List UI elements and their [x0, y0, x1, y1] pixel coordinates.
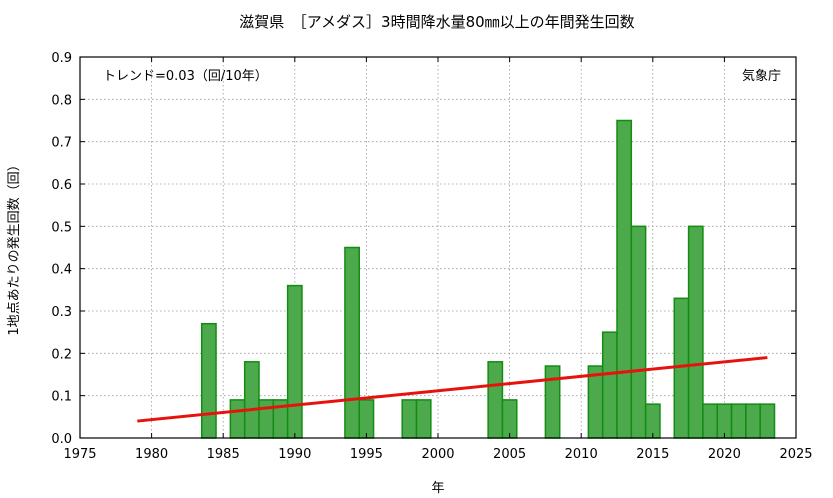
bar [644, 403, 661, 439]
trend-line [137, 356, 768, 423]
x-tick-label: 1980 [135, 447, 168, 462]
y-tick-label: 0.5 [51, 220, 72, 235]
x-tick-label: 2025 [779, 447, 812, 462]
x-tick-label: 1995 [350, 447, 383, 462]
y-tick-label: 0.6 [51, 178, 72, 193]
y-tick-label: 0.9 [51, 51, 72, 66]
y-tick-label: 0.2 [51, 347, 72, 362]
bar [601, 331, 618, 439]
x-tick-label: 2010 [565, 447, 598, 462]
bar [258, 399, 275, 439]
bar [630, 225, 647, 439]
bar [243, 361, 260, 439]
y-axis-label: 1地点あたりの発生回数（回） [7, 158, 22, 335]
bar [702, 403, 718, 439]
ticks: 1975 1980 1985 1990 1995 2000 2005 2010 2015 2020… [51, 51, 812, 462]
y-tick-label: 0.7 [51, 136, 72, 151]
bar [501, 399, 518, 439]
bars [200, 119, 776, 439]
bar [286, 284, 303, 439]
bar [200, 322, 217, 439]
bar [487, 361, 504, 439]
x-tick-label: 1975 [63, 447, 96, 462]
bar [616, 119, 633, 439]
y-tick-label: 0.4 [51, 263, 72, 278]
trend-annotation: トレンド=0.03（回/10年） [103, 69, 268, 84]
bar [358, 399, 375, 439]
bar [415, 399, 432, 439]
trend-line-group [137, 356, 768, 423]
bar [229, 399, 246, 439]
chart-title: 滋賀県 ［アメダス］3時間降水量80㎜以上の年間発生回数 [239, 13, 634, 31]
bar [687, 225, 704, 439]
bar [344, 246, 360, 439]
bar [730, 403, 747, 439]
y-tick-label: 0.1 [51, 390, 72, 405]
y-tick-label: 0.0 [51, 432, 72, 447]
x-tick-label: 2000 [421, 447, 454, 462]
x-tick-label: 2005 [493, 447, 526, 462]
x-tick-label: 1985 [207, 447, 240, 462]
bar [716, 403, 733, 439]
y-tick-label: 0.3 [51, 305, 72, 320]
bar [745, 403, 761, 439]
bar [544, 365, 561, 439]
x-tick-label: 2015 [636, 447, 669, 462]
bar [401, 399, 418, 439]
source-label: 気象庁 [742, 68, 781, 84]
x-tick-label: 2020 [708, 447, 741, 462]
bar [759, 403, 776, 439]
y-tick-label: 0.8 [51, 93, 72, 108]
x-axis-label: 年 [431, 481, 444, 496]
x-tick-label: 1990 [278, 447, 311, 462]
